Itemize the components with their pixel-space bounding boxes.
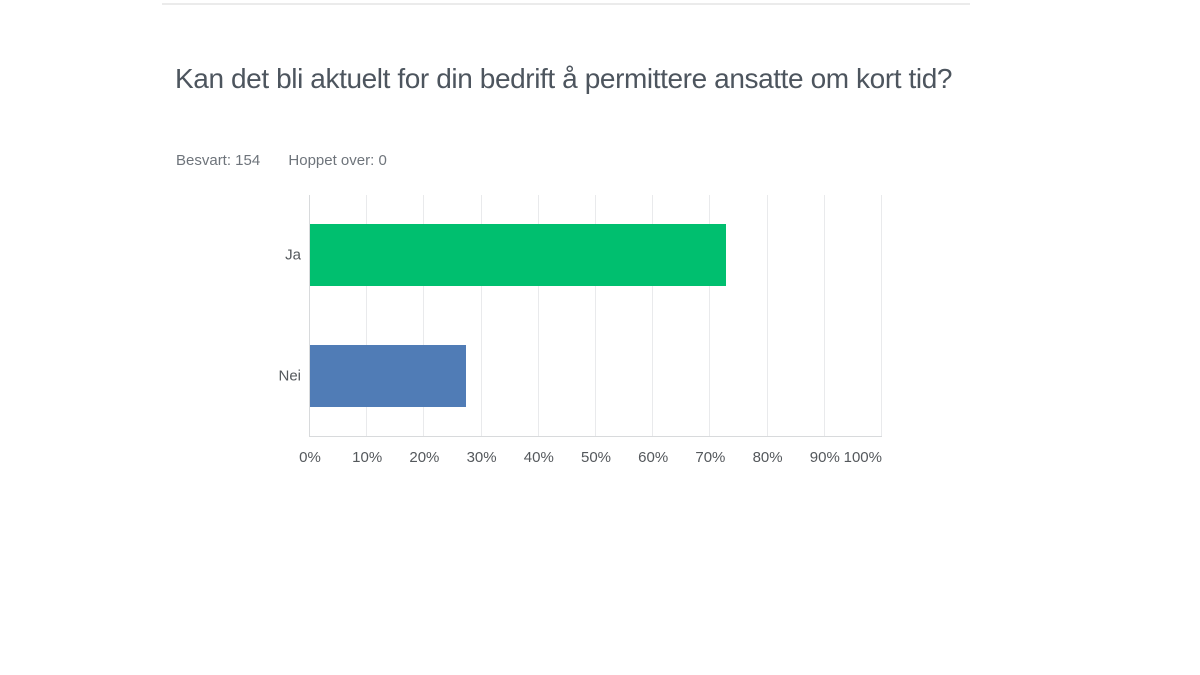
category-label-ja: Ja: [285, 246, 301, 264]
gridline-100%: [881, 195, 882, 436]
category-label-nei: Nei: [278, 367, 301, 385]
gridline-40%: [537, 195, 539, 436]
x-tick-label-10%: 10%: [352, 449, 383, 466]
gridline-50%: [595, 195, 596, 436]
plot-area: 0% 10% 20% 30% 40% 50% 60% 70% 80% 90% 100% Ja Nei: [278, 195, 882, 466]
card-divider: [162, 3, 970, 5]
bar-ja[interactable]: [310, 224, 727, 287]
x-tick-label-0%: 0%: [299, 449, 321, 466]
answered-count: Besvart: 154: [176, 152, 261, 169]
gridline-60%: [652, 195, 654, 436]
x-tick-label-20%: 20%: [409, 449, 440, 466]
x-tick-label-80%: 80%: [752, 449, 783, 466]
x-tick-label-50%: 50%: [580, 449, 612, 466]
bar-nei[interactable]: [310, 344, 466, 407]
skipped-count: Hoppet over: 0: [288, 152, 387, 169]
x-tick-label-90%: 90%: [809, 449, 840, 466]
gridline-80%: [766, 195, 768, 436]
gridline-30%: [480, 195, 482, 436]
gridline-10%: [366, 195, 368, 436]
x-tick-label-40%: 40%: [523, 449, 554, 466]
x-tick-label-100%: 100%: [843, 449, 882, 466]
x-tick-label-70%: 70%: [695, 449, 726, 466]
gridline-20%: [423, 195, 425, 436]
x-tick-label-60%: 60%: [638, 449, 669, 466]
question-title: Kan det bli aktuelt for din bedrift å pe…: [175, 63, 953, 94]
gridline-70%: [709, 195, 711, 436]
x-tick-label-30%: 30%: [466, 449, 497, 466]
response-stats: Besvart: 154 Hoppet over: 0: [176, 152, 411, 169]
gridline-90%: [823, 195, 825, 436]
